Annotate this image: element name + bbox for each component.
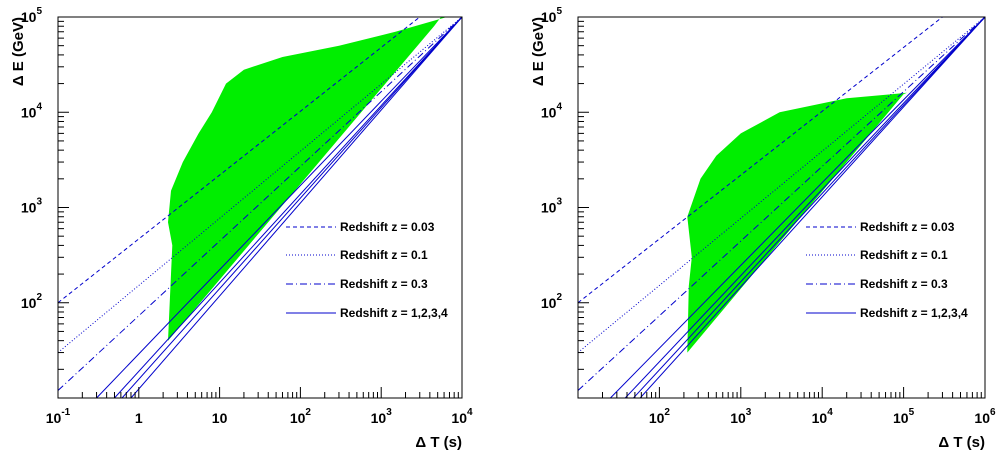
x-tick-label: 10 (212, 410, 228, 426)
x-tick-label: 10-1 (46, 407, 71, 426)
legend-label: Redshift z = 0.03 (860, 220, 955, 234)
redshift-line-solid-3 (610, 17, 985, 398)
x-tick-label: 102 (290, 407, 312, 426)
redshift-line-solid-4 (114, 17, 462, 398)
legend-label: Redshift z = 0.3 (340, 277, 428, 291)
legend-label: Redshift z = 1,2,3,4 (860, 306, 968, 320)
x-tick-label: 104 (812, 407, 834, 426)
y-tick-label: 105 (21, 6, 43, 25)
y-axis-title: Δ E (GeV) (10, 17, 27, 86)
redshift-line-solid-3 (96, 17, 462, 398)
legend-label: Redshift z = 0.03 (340, 220, 435, 234)
x-tick-label: 102 (649, 407, 671, 426)
x-axis-title: Δ T (s) (938, 434, 985, 451)
x-tick-label: 104 (451, 407, 473, 426)
legend-label: Redshift z = 0.1 (860, 248, 948, 262)
legend-label: Redshift z = 0.3 (860, 277, 948, 291)
redshift-line-solid-4 (624, 17, 985, 398)
redshift-line-dashdot-2 (58, 17, 462, 391)
legend-label: Redshift z = 1,2,3,4 (340, 306, 448, 320)
redshift-line-solid-6 (130, 17, 462, 398)
y-tick-label: 105 (541, 6, 563, 25)
legend: Redshift z = 0.03 Redshift z = 0.1 Redshif… (806, 220, 968, 320)
y-tick-label: 102 (21, 292, 43, 311)
redshift-line-dotted-1 (578, 17, 985, 353)
legend-label: Redshift z = 0.1 (340, 248, 428, 262)
y-tick-label: 102 (541, 292, 563, 311)
redshift-line-solid-5 (121, 17, 462, 398)
y-tick-label: 103 (21, 197, 43, 216)
redshift-line-solid-6 (639, 17, 985, 398)
redshift-line-dashdot-2 (578, 17, 985, 391)
x-tick-label: 105 (893, 407, 915, 426)
chart-right: 102 103 104 105 106 102 103 104 105 Δ T (s) Δ E (G… (530, 6, 996, 451)
redshift-line-solid-5 (633, 17, 985, 398)
allowed-region (168, 17, 447, 341)
redshift-line-dashed-0 (578, 17, 943, 304)
chart-left: 10-1 1 10 102 103 104 102 103 104 105 Δ T (s) Δ E (… (10, 6, 473, 451)
y-axis-title: Δ E (GeV) (530, 17, 547, 86)
x-tick-label: 1 (135, 410, 143, 426)
redshift-line-dotted-1 (58, 17, 462, 353)
y-tick-label: 103 (541, 197, 563, 216)
y-tick-label: 104 (541, 101, 563, 120)
x-axis-title: Δ T (s) (415, 434, 462, 451)
x-tick-label: 103 (371, 407, 393, 426)
x-tick-label: 106 (974, 407, 996, 426)
allowed-region (687, 92, 907, 353)
legend: Redshift z = 0.03 Redshift z = 0.1 Redshif… (286, 220, 448, 320)
x-tick-label: 103 (730, 407, 752, 426)
y-tick-label: 104 (21, 101, 43, 120)
